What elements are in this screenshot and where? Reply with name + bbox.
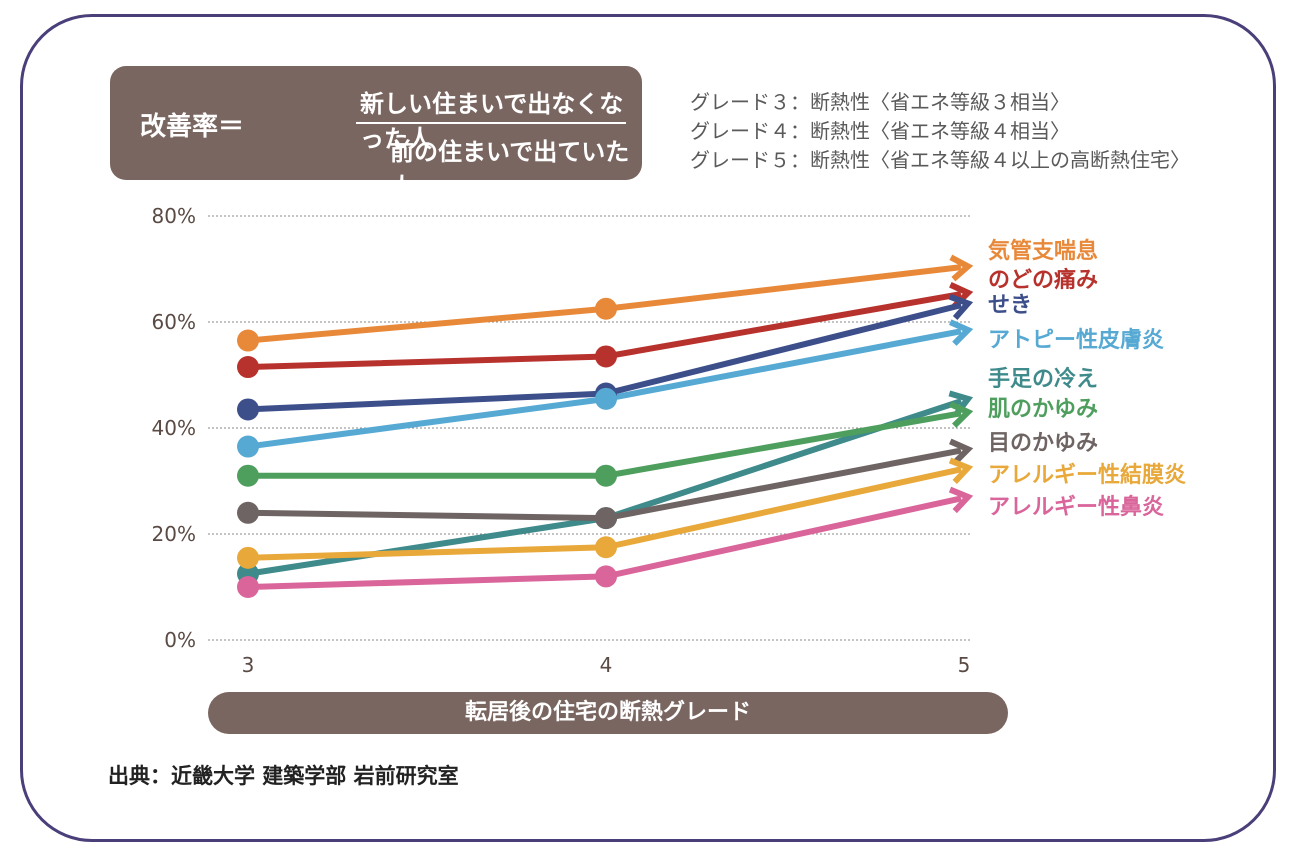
gridlines bbox=[208, 215, 970, 641]
y-tick-label: 0% bbox=[164, 628, 196, 652]
source-credit: 出典：近畿大学 建築学部 岩前研究室 bbox=[108, 764, 459, 788]
x-tick-label: 4 bbox=[600, 653, 613, 677]
y-axis-ticks: 0% 20% 40% 60% 80% bbox=[152, 204, 196, 652]
data-point bbox=[237, 464, 259, 487]
formula-lhs: 改善率＝ bbox=[140, 112, 245, 142]
data-point bbox=[237, 576, 259, 598]
data-point bbox=[595, 345, 617, 368]
series-labels: 気管支喘息のどの痛みせきアトピー性皮膚炎手足の冷え肌のかゆみ目のかゆみアレルギー… bbox=[988, 238, 1186, 520]
data-point bbox=[595, 387, 617, 410]
x-tick-label: 3 bbox=[242, 653, 255, 677]
series-arrowhead-8 bbox=[948, 457, 974, 484]
data-point bbox=[595, 536, 617, 559]
y-tick-label: 40% bbox=[152, 416, 196, 440]
series-label: 気管支喘息 bbox=[988, 238, 1098, 264]
data-point bbox=[237, 501, 259, 524]
data-point bbox=[595, 297, 617, 320]
data-point bbox=[237, 329, 259, 352]
data-point bbox=[237, 435, 259, 458]
series-label: 肌のかゆみ bbox=[988, 397, 1098, 422]
series-arrowhead-6 bbox=[949, 401, 974, 428]
grade-note-4: グレード４：断熱性〈省エネ等級４相当〉 bbox=[690, 119, 1070, 143]
series-label: のどの痛み bbox=[988, 267, 1098, 293]
data-point bbox=[237, 356, 259, 379]
data-point bbox=[237, 546, 259, 569]
y-tick-label: 60% bbox=[152, 310, 196, 334]
series-points bbox=[237, 297, 617, 598]
series-label: アレルギー性結膜炎 bbox=[988, 462, 1186, 488]
data-point bbox=[595, 507, 617, 530]
grade-notes: グレード３：断熱性〈省エネ等級３相当〉 グレード４：断熱性〈省エネ等級４相当〉 … bbox=[690, 88, 1190, 175]
series-arrowhead-1 bbox=[949, 254, 974, 282]
y-tick-label: 20% bbox=[152, 522, 196, 546]
y-tick-label: 80% bbox=[152, 204, 196, 228]
formula-denominator: 前の住まいで出ていた人 bbox=[390, 138, 630, 201]
grade-note-3: グレード３：断熱性〈省エネ等級３相当〉 bbox=[690, 90, 1070, 114]
series-label: 手足の冷え bbox=[988, 366, 1098, 392]
data-point bbox=[595, 464, 617, 487]
data-point bbox=[595, 565, 617, 588]
series-label: アトピー性皮膚炎 bbox=[988, 327, 1164, 353]
series-label: せき bbox=[988, 293, 1032, 318]
series-arrowhead-4 bbox=[949, 319, 974, 346]
x-axis-ticks: 3 4 5 bbox=[242, 653, 971, 677]
series-arrowhead-3 bbox=[948, 293, 974, 320]
data-point bbox=[237, 398, 259, 421]
x-tick-label: 5 bbox=[958, 653, 971, 677]
series-label: 目のかゆみ bbox=[988, 431, 1098, 456]
series-arrowhead-7 bbox=[949, 438, 974, 466]
formula-fraction-bar bbox=[356, 122, 626, 124]
x-axis-title: 転居後の住宅の断熱グレード bbox=[208, 692, 1008, 734]
formula-box: 改善率＝ 新しい住まいで出なくなった人 前の住まいで出ていた人 bbox=[110, 66, 642, 201]
series-label: アレルギー性鼻炎 bbox=[988, 494, 1164, 520]
grade-note-5: グレード５：断熱性〈省エネ等級４以上の高断熱住宅〉 bbox=[690, 148, 1190, 172]
formula-numerator: 新しい住まいで出なくなった人 bbox=[360, 90, 624, 153]
series-arrowhead-9 bbox=[948, 486, 974, 514]
